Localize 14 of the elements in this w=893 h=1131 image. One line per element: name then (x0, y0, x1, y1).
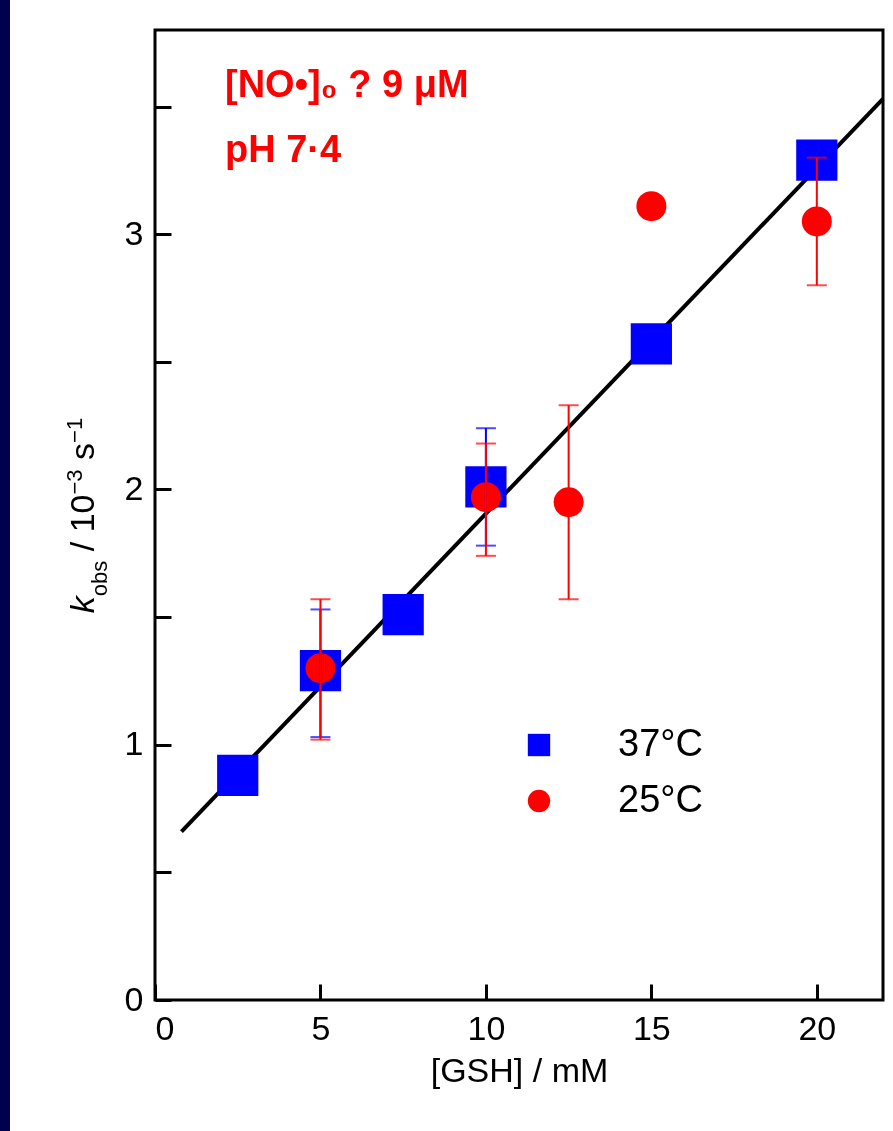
y-tick-label: 0 (124, 979, 144, 1018)
x-tick-label: 20 (798, 1008, 837, 1047)
legend-label: 37°C (618, 722, 703, 764)
legend-label: 25°C (618, 778, 703, 820)
y-tick-label: 2 (124, 468, 144, 507)
annotation: [NO•]₀ ? 9 μM (225, 63, 469, 105)
x-tick-label: 15 (632, 1008, 671, 1047)
x-tick-label: 10 (467, 1008, 506, 1047)
x-tick-label: 0 (155, 1008, 175, 1047)
y-tick-label: 3 (124, 213, 144, 252)
y-tick-label: 1 (124, 724, 144, 763)
annotation: pH 7·4 (225, 128, 342, 170)
x-tick-label: 5 (311, 1008, 331, 1047)
x-axis-title: [GSH] / mM (430, 1050, 609, 1089)
